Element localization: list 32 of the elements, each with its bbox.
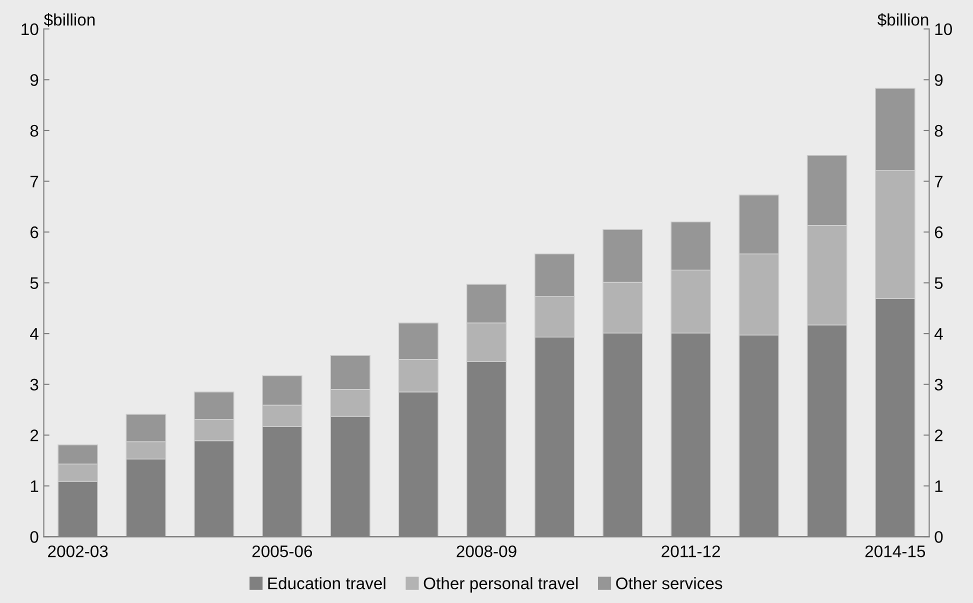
y2-tick-label: 7: [934, 176, 943, 188]
y-tick-label: 1: [30, 480, 38, 492]
legend-label: Education travel: [268, 577, 386, 590]
y-tick-label: 10: [22, 23, 38, 36]
y2-tick-label: 9: [934, 74, 943, 86]
y2-tick-label: 4: [934, 328, 943, 340]
legend-label: Other personal travel: [424, 577, 578, 593]
y-tick-label: 0: [30, 531, 38, 543]
x-tick-label: 2008-09: [456, 545, 516, 558]
y2-tick-label: 6: [934, 226, 943, 238]
y-tick-label: 6: [30, 226, 38, 238]
legend-label: Other services: [616, 577, 722, 590]
y-tick-label: 5: [30, 277, 38, 290]
y-tick-label: 2: [30, 430, 38, 442]
y-tick-label: 3: [30, 378, 38, 391]
y-axis-title: $billion: [44, 13, 95, 27]
y-tick-label: 8: [30, 124, 38, 137]
y-tick-label: 9: [30, 74, 38, 86]
x-tick-label: 2011-12: [662, 545, 720, 558]
y-tick-label: 7: [30, 176, 38, 188]
y2-tick-label: 8: [934, 124, 943, 137]
y2-tick-label: 2: [934, 430, 943, 442]
y2-axis-title: $billion: [878, 13, 928, 27]
y2-tick-label: 1: [935, 480, 943, 492]
y2-tick-label: 0: [934, 531, 943, 543]
y2-tick-label: 10: [935, 23, 952, 36]
x-tick-label: 2014-15: [865, 545, 926, 558]
y-tick-label: 4: [30, 328, 38, 340]
y2-tick-label: 5: [934, 277, 943, 290]
x-tick-label: 2002-03: [48, 545, 108, 558]
x-tick-label: 2005-06: [252, 545, 312, 558]
y2-tick-label: 3: [934, 378, 943, 391]
